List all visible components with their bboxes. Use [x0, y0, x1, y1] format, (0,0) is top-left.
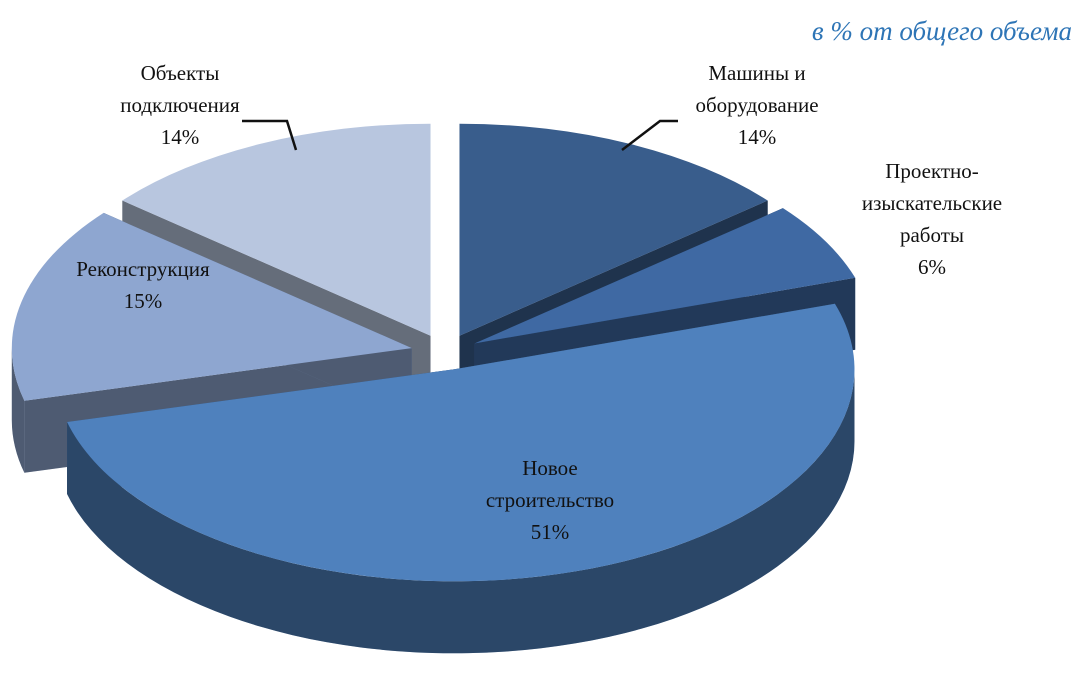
slice-side-shade [11, 348, 25, 473]
labels: Машины и оборудование 14% Проектно-изыскате… [76, 61, 1002, 544]
chart-subtitle: в % от общего объема [812, 16, 1072, 46]
slice-value-label: 6% [918, 255, 946, 279]
slice [11, 212, 412, 401]
slice [459, 123, 768, 336]
slice-value-label: 15% [124, 289, 163, 313]
slice-label: Новое строительство [486, 456, 614, 512]
slice [122, 123, 431, 336]
pie [11, 123, 856, 654]
slice-label: Машины и оборудование [695, 61, 818, 117]
slice-value-label: 14% [161, 125, 200, 149]
leader-line [621, 119, 678, 151]
slice-side [67, 369, 855, 654]
slice-value-label: 51% [531, 520, 570, 544]
slice-value-label: 14% [738, 125, 777, 149]
leader-line [242, 119, 298, 151]
slice-label: Объекты подключения [120, 61, 240, 117]
slice [67, 303, 855, 582]
slice-side [11, 348, 25, 473]
slice-label: Проектно-изыскательские работы [862, 159, 1002, 247]
slice-label: Реконструкция [76, 257, 210, 281]
slice-side-shade [67, 369, 855, 654]
slice [474, 208, 856, 344]
